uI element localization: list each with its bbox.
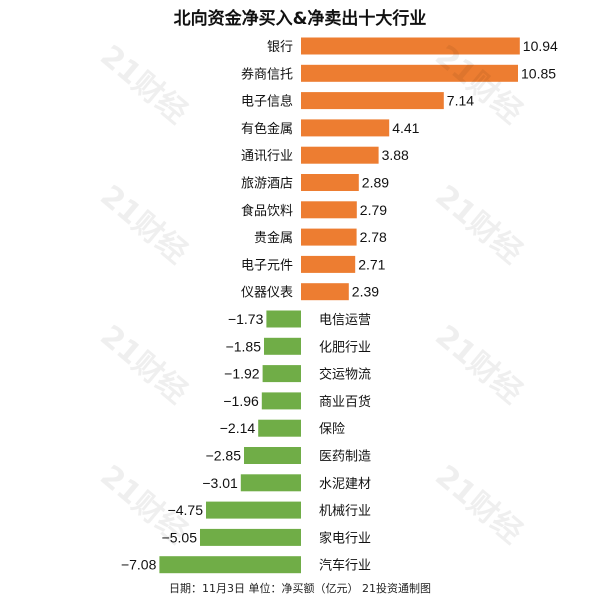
category-label: 食品饮料 [241, 203, 293, 219]
data-label: −4.75 [168, 502, 204, 518]
category-label: 仪器仪表 [241, 286, 293, 301]
bar [301, 174, 359, 191]
data-label: 2.39 [352, 284, 379, 300]
category-label: 化肥行业 [319, 340, 371, 355]
data-label: 10.94 [523, 38, 558, 54]
bar [261, 392, 301, 410]
bar [301, 228, 357, 246]
bar [301, 146, 379, 164]
bar [159, 556, 301, 574]
category-label: 家电行业 [319, 530, 371, 546]
bar [301, 64, 518, 82]
data-label: 2.79 [360, 202, 387, 218]
data-label: 2.89 [362, 175, 389, 191]
category-label: 电信运营 [319, 313, 371, 328]
chart-footer: 日期：11月3日 单位：净买额（亿元） 21投资通制图 [169, 582, 431, 595]
data-label: −1.92 [224, 366, 260, 382]
category-label: 交运物流 [319, 367, 371, 383]
bar [301, 37, 520, 55]
category-label: 有色金属 [241, 121, 293, 137]
data-label: −7.08 [121, 557, 157, 573]
data-label: 2.71 [358, 256, 385, 272]
bar [301, 255, 356, 273]
bar [244, 447, 301, 464]
data-label: −1.73 [228, 311, 264, 327]
bar [240, 474, 301, 492]
bar [266, 310, 301, 328]
bar [301, 119, 390, 137]
bar [301, 283, 349, 301]
bar [301, 201, 357, 219]
category-label: 券商信托 [241, 66, 293, 82]
category-label: 银行 [267, 40, 293, 55]
bar [200, 528, 301, 546]
category-label: 通讯行业 [241, 149, 293, 164]
data-label: −1.96 [223, 393, 259, 409]
data-label: 7.14 [447, 93, 474, 109]
data-label: 4.41 [392, 120, 419, 136]
category-label: 电子信息 [241, 94, 293, 110]
bar [258, 419, 301, 437]
bar [301, 92, 444, 110]
category-label: 机械行业 [319, 504, 371, 519]
bar [206, 501, 301, 519]
data-label: −5.05 [162, 529, 198, 545]
data-label: −1.85 [226, 338, 262, 354]
category-label: 旅游酒店 [241, 177, 293, 192]
bar [264, 337, 301, 355]
bar [262, 365, 301, 383]
category-label: 贵金属 [254, 230, 293, 246]
category-label: 汽车行业 [319, 558, 371, 574]
category-label: 电子元件 [241, 258, 293, 273]
data-label: 2.78 [360, 229, 387, 245]
category-label: 水泥建材 [319, 477, 371, 492]
data-label: −2.14 [220, 420, 256, 436]
data-label: 10.85 [521, 65, 556, 81]
chart-title: 北向资金净买入&净卖出十大行业 [173, 9, 427, 29]
data-label: −2.85 [206, 448, 242, 464]
data-label: 3.88 [382, 147, 409, 163]
data-label: −3.01 [202, 475, 238, 491]
category-label: 商业百货 [319, 394, 371, 410]
category-label: 医药制造 [319, 450, 371, 465]
category-label: 保险 [319, 422, 345, 437]
